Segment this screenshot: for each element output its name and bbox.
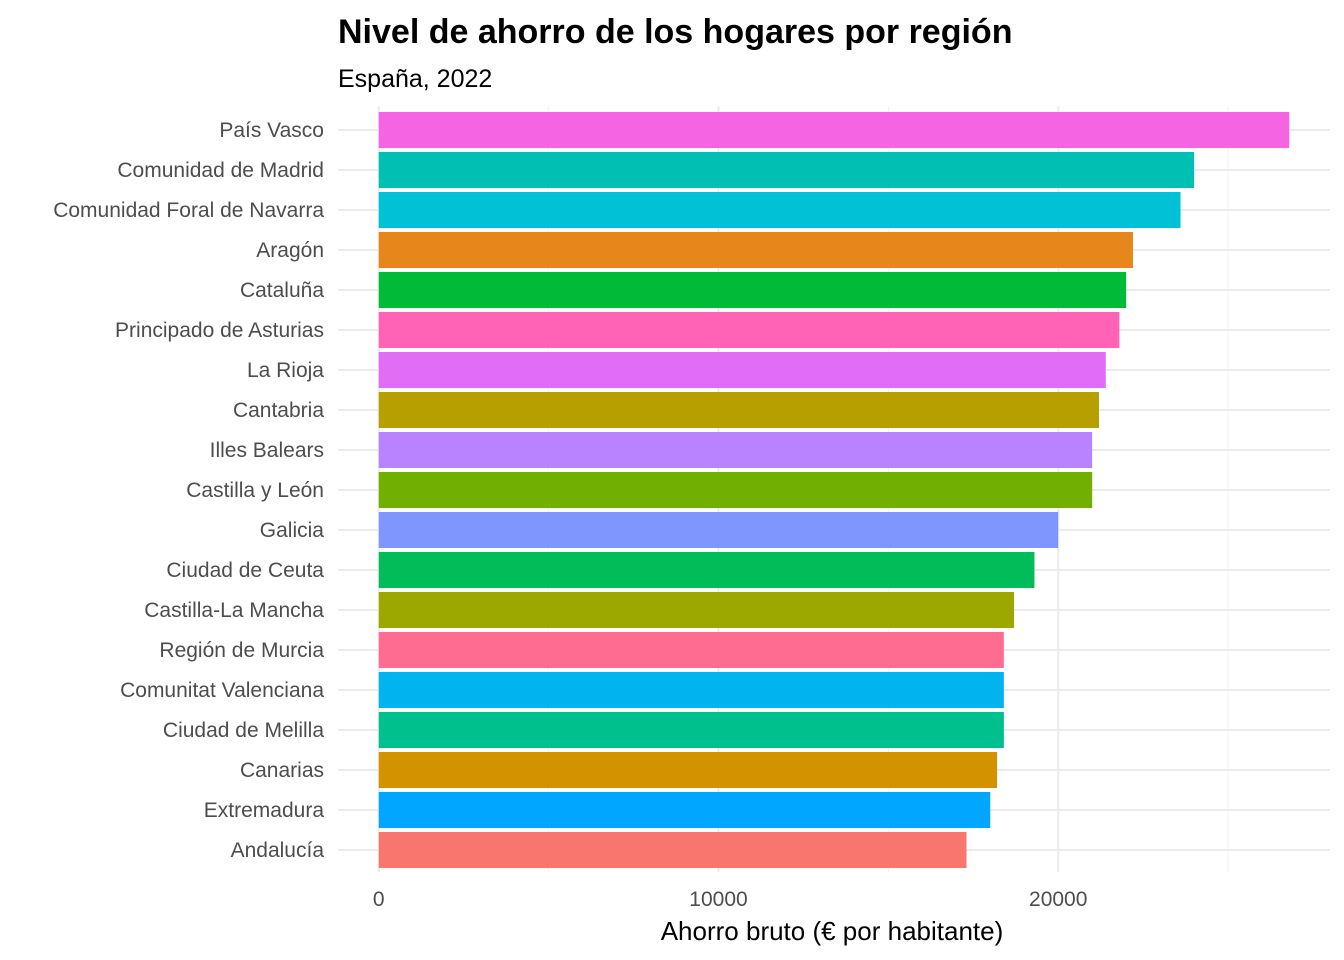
- bar: [378, 712, 1004, 748]
- bar: [378, 672, 1004, 708]
- bar: [378, 832, 967, 868]
- y-tick-labels: País Vasco Comunidad de Madrid Comunidad F…: [53, 119, 324, 862]
- y-tick-label: Ciudad de Ceuta: [166, 559, 324, 582]
- bar: [378, 312, 1120, 348]
- y-tick-label: Castilla y León: [186, 479, 324, 502]
- bar: [378, 392, 1099, 428]
- chart-title: Nivel de ahorro de los hogares por regió…: [338, 13, 1012, 51]
- y-tick-label: Principado de Asturias: [115, 319, 324, 342]
- y-tick-label: Comunidad de Madrid: [117, 159, 324, 182]
- y-tick-label: La Rioja: [247, 359, 324, 382]
- y-tick-label: Illes Balears: [210, 439, 324, 462]
- bar: [378, 792, 991, 828]
- bar: [378, 432, 1093, 468]
- x-tick-labels: 0 10000 20000: [373, 888, 1087, 911]
- bar: [378, 552, 1035, 588]
- y-tick-label: Comunitat Valenciana: [120, 679, 324, 702]
- y-tick-label: Galicia: [260, 519, 325, 542]
- y-tick-label: Ciudad de Melilla: [163, 719, 324, 742]
- x-tick-label: 10000: [689, 888, 747, 911]
- bar: [378, 272, 1127, 308]
- y-tick-label: País Vasco: [219, 119, 324, 142]
- chart-subtitle: España, 2022: [338, 65, 492, 93]
- bar: [378, 472, 1093, 508]
- y-tick-label: Cantabria: [233, 399, 324, 422]
- bar: [378, 192, 1181, 228]
- y-tick-label: Cataluña: [240, 279, 324, 302]
- y-tick-label: Comunidad Foral de Navarra: [53, 199, 324, 222]
- bars: [378, 112, 1290, 868]
- x-axis-label: Ahorro bruto (€ por habitante): [661, 916, 1004, 946]
- bar: [378, 592, 1015, 628]
- y-tick-label: Extremadura: [204, 799, 325, 822]
- bar: [378, 152, 1195, 188]
- bar: [378, 352, 1106, 388]
- x-tick-label: 20000: [1029, 888, 1087, 911]
- bar: [378, 112, 1290, 148]
- y-tick-label: Andalucía: [231, 839, 325, 862]
- bar: [378, 752, 998, 788]
- bar: [378, 632, 1004, 668]
- y-tick-label: Canarias: [240, 759, 324, 782]
- y-tick-label: Región de Murcia: [159, 639, 324, 662]
- y-tick-label: Aragón: [256, 239, 324, 262]
- x-tick-label: 0: [373, 888, 385, 911]
- bar: [378, 232, 1133, 268]
- bar: [378, 512, 1059, 548]
- y-tick-label: Castilla-La Mancha: [144, 599, 324, 622]
